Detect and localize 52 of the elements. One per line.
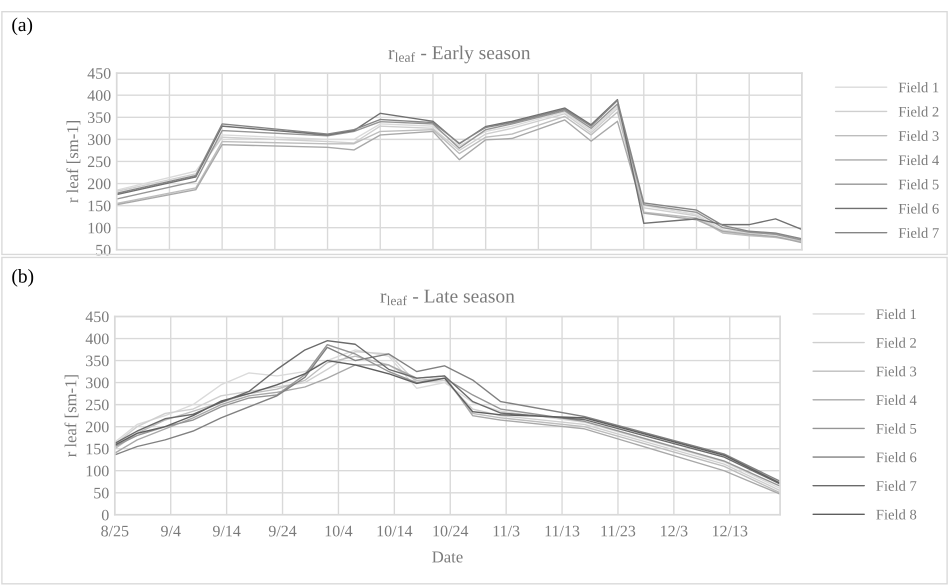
x-tick-label: 11/13 xyxy=(546,526,580,536)
y-tick-label: 200 xyxy=(88,178,111,190)
legend-label: Field 5 xyxy=(876,423,916,434)
x-tick-label: 10/14 xyxy=(378,526,412,536)
y-tick-label: 450 xyxy=(88,68,111,79)
y-axis-title: r leaf [sm-1] xyxy=(64,375,78,457)
x-axis-title: Date xyxy=(432,551,463,563)
legend-label: Field 3 xyxy=(898,130,939,141)
x-tick-label: 12/13 xyxy=(712,526,748,536)
y-tick-label: 100 xyxy=(86,466,109,476)
x-tick-label: 9/14 xyxy=(212,526,241,536)
x-tick-label: 12/3 xyxy=(661,526,688,536)
y-tick-label: 150 xyxy=(86,444,109,454)
legend-label: Field 4 xyxy=(876,394,917,406)
legend-label: Field 4 xyxy=(898,154,939,166)
text: (b) xyxy=(12,269,34,287)
legend-label: Field 2 xyxy=(898,106,938,117)
y-tick-label: 150 xyxy=(88,200,111,212)
legend-label: Field 6 xyxy=(876,452,916,462)
legend-label: Field 6 xyxy=(898,203,939,214)
y-tick-label: 350 xyxy=(86,355,109,366)
legend-label: Field 7 xyxy=(898,228,939,238)
chart-title: r$_{leaf}$ - Early season xyxy=(388,46,530,64)
x-tick-label: 8/25 xyxy=(101,526,128,536)
legend-label: Field 8 xyxy=(876,509,916,520)
x-tick-label: 9/4 xyxy=(161,526,181,536)
y-tick-label: 450 xyxy=(86,311,109,322)
x-tick-label: 9/24 xyxy=(268,526,296,536)
x-tick-label: 10/24 xyxy=(433,526,468,536)
y-tick-label: 50 xyxy=(94,488,109,498)
y-tick-label: 0 xyxy=(102,510,109,520)
legend-label: Field 7 xyxy=(876,480,916,491)
y-tick-label: 400 xyxy=(88,90,111,101)
legend-label: Field 2 xyxy=(876,338,916,348)
y-tick-label: 100 xyxy=(88,222,111,234)
y-tick-label: 200 xyxy=(86,422,109,432)
x-tick-label: 11/3 xyxy=(494,526,520,536)
y-tick-label: 250 xyxy=(88,156,111,168)
legend-label: Field 3 xyxy=(876,366,916,376)
y-tick-label: 350 xyxy=(88,112,111,123)
y-tick-label: 400 xyxy=(86,333,109,344)
text: (a) xyxy=(12,18,32,36)
y-tick-label: 300 xyxy=(88,134,111,146)
legend-label: Field 1 xyxy=(876,308,916,320)
y-tick-label: 250 xyxy=(86,400,109,410)
y-axis-title: r leaf [sm-1] xyxy=(66,121,80,203)
legend-label: Field 5 xyxy=(898,179,939,190)
legend-label: Field 1 xyxy=(898,82,938,92)
y-tick-label: 300 xyxy=(86,378,109,388)
x-tick-label: 10/4 xyxy=(326,526,352,536)
x-tick-label: 11/23 xyxy=(601,526,636,536)
chart-title: r$_{leaf}$ - Late season xyxy=(380,290,515,306)
